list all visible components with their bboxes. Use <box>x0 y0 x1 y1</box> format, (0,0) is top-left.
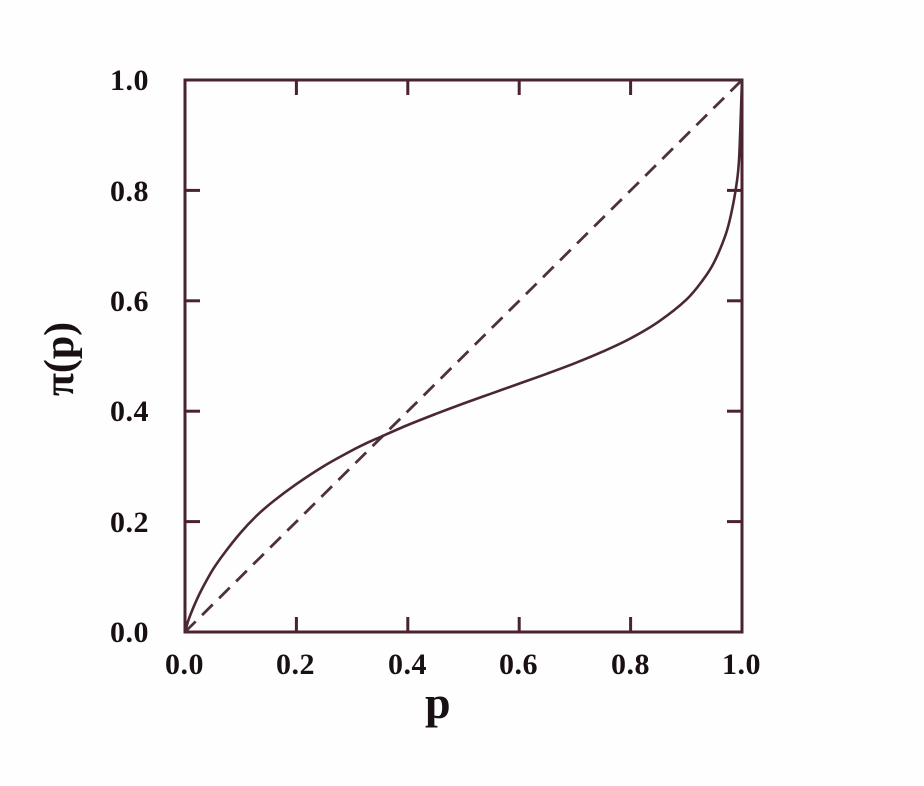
x-tick-label-5: 1.0 <box>722 648 761 681</box>
y-tick-label-2: 0.4 <box>110 395 149 428</box>
y-tick-label-0: 0.0 <box>110 616 149 649</box>
y-axis-label: π(p) <box>37 321 83 397</box>
y-tick-label-4: 0.8 <box>110 175 149 208</box>
y-axis-ticks-left <box>185 78 200 634</box>
y-tick-label-1: 0.2 <box>110 506 149 539</box>
y-tick-label-3: 0.6 <box>110 285 149 318</box>
x-tick-label-2: 0.4 <box>388 648 427 681</box>
x-axis-label: p <box>425 677 451 728</box>
x-tick-label-3: 0.6 <box>499 648 538 681</box>
x-tick-label-0: 0.0 <box>165 648 204 681</box>
axis-frame <box>183 78 744 634</box>
x-axis-ticks-bottom <box>183 617 744 632</box>
y-tick-label-5: 1.0 <box>110 64 149 97</box>
x-axis-ticks-top <box>183 80 744 95</box>
x-tick-label-4: 0.8 <box>611 648 650 681</box>
y-axis-ticks-right <box>727 78 742 634</box>
x-tick-label-1: 0.2 <box>276 648 315 681</box>
weighting-function-curve <box>183 78 744 634</box>
reference-diagonal-line <box>184 79 743 633</box>
